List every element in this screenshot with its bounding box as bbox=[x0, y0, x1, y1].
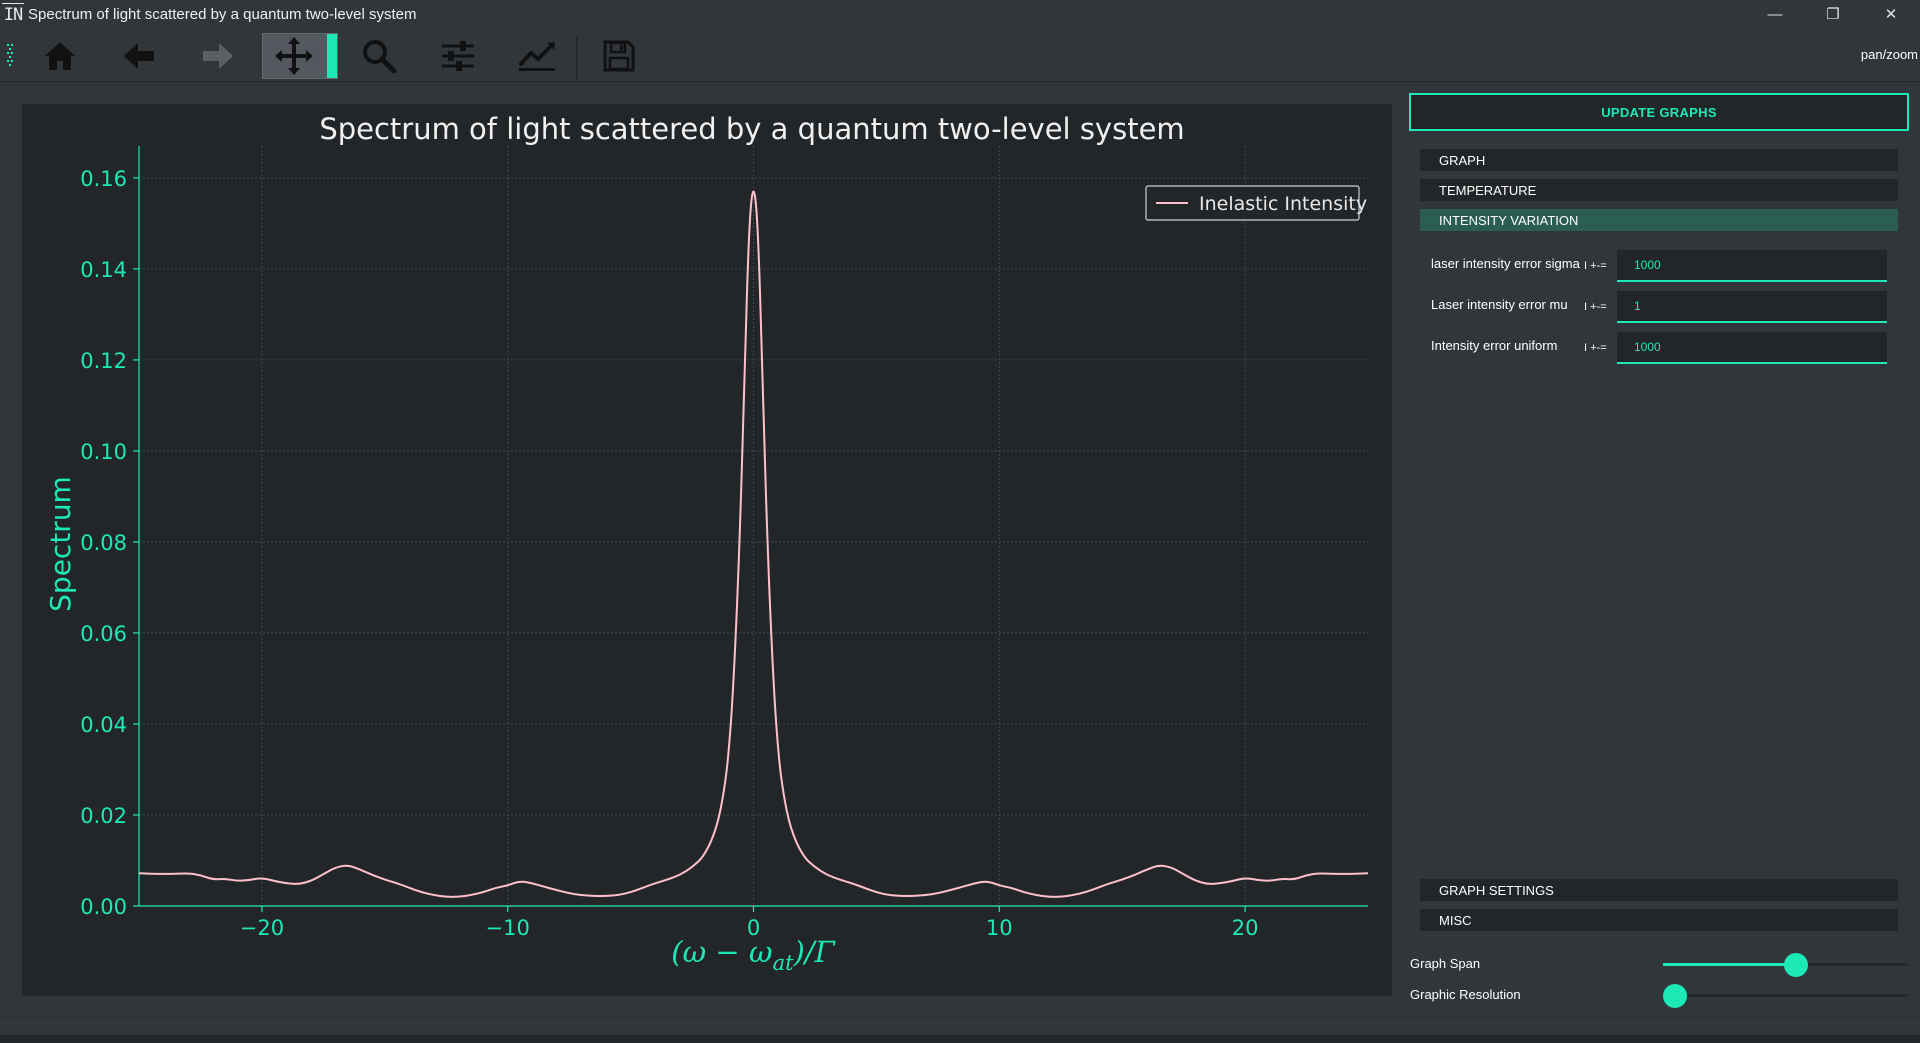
graphic-resolution-handle[interactable] bbox=[1663, 984, 1687, 1008]
toolbar-separator bbox=[576, 35, 578, 79]
x-axis-label: (ω − ωat)/Γ bbox=[671, 935, 835, 975]
x-tick-label: 0 bbox=[747, 916, 760, 940]
update-graphs-button[interactable]: UPDATE GRAPHS bbox=[1409, 93, 1909, 131]
close-button[interactable]: ✕ bbox=[1884, 6, 1898, 23]
param-symbol-mu: I +-= bbox=[1584, 301, 1607, 313]
series-line-inelastic-intensity bbox=[138, 190, 1369, 898]
param-label-sigma: laser intensity error sigma bbox=[1431, 256, 1580, 271]
x-tick-label: −10 bbox=[486, 916, 530, 940]
chart-series bbox=[138, 190, 1369, 898]
y-tick-label: 0.06 bbox=[80, 622, 127, 646]
sigma-input[interactable]: 1000 bbox=[1617, 250, 1887, 282]
y-axis-label: Spectrum bbox=[44, 476, 77, 612]
home-icon bbox=[45, 42, 75, 70]
spectrum-chart[interactable]: Spectrum of light scattered by a quantum… bbox=[22, 104, 1392, 996]
navigation-toolbar: pan/zoom bbox=[0, 28, 1920, 82]
param-label-mu: Laser intensity error mu bbox=[1431, 297, 1568, 312]
pan-button[interactable] bbox=[262, 33, 338, 79]
section-misc[interactable]: MISC bbox=[1420, 909, 1898, 931]
y-tick-label: 0.10 bbox=[80, 440, 127, 464]
toolbar-grip-icon[interactable] bbox=[7, 42, 15, 68]
search-icon bbox=[363, 40, 397, 74]
window-title: Spectrum of light scattered by a quantum… bbox=[28, 5, 417, 23]
x-axis-label-main: (ω − ω bbox=[671, 935, 772, 969]
app-logo-icon: IN bbox=[2, 3, 24, 25]
x-axis-label-subscript: at bbox=[773, 951, 795, 975]
section-temperature[interactable]: TEMPERATURE bbox=[1420, 179, 1898, 201]
move-icon bbox=[275, 37, 313, 75]
graph-span-fill bbox=[1663, 963, 1796, 966]
x-tick-label: 10 bbox=[986, 916, 1013, 940]
x-tick-label: 20 bbox=[1232, 916, 1259, 940]
line-chart-icon bbox=[518, 42, 555, 71]
settings-panel: UPDATE GRAPHS GRAPH TEMPERATURE INTENSIT… bbox=[1400, 82, 1920, 1017]
graphic-resolution-track bbox=[1663, 994, 1908, 997]
floppy-disk-icon bbox=[603, 40, 635, 72]
graph-span-label: Graph Span bbox=[1410, 956, 1481, 971]
restore-button[interactable]: ❐ bbox=[1826, 6, 1840, 23]
taskbar-strip bbox=[0, 1035, 1920, 1043]
uniform-input[interactable]: 1000 bbox=[1617, 332, 1887, 364]
section-graph-settings[interactable]: GRAPH SETTINGS bbox=[1420, 879, 1898, 901]
window-controls: — ❐ ✕ bbox=[1746, 0, 1920, 28]
y-tick-label: 0.00 bbox=[80, 895, 127, 919]
customize-button[interactable] bbox=[504, 33, 570, 79]
zoom-button[interactable] bbox=[346, 33, 412, 79]
x-axis-label-tail: )/Γ bbox=[793, 935, 836, 969]
y-tick-label: 0.12 bbox=[80, 349, 127, 373]
chart-ticks: −20 −10 0 10 20 0.00 0.02 0.04 0.06 0.08 0.10 0.12 0… bbox=[80, 167, 1258, 940]
section-intensity-variation[interactable]: INTENSITY VARIATION bbox=[1420, 209, 1898, 231]
mode-label: pan/zoom bbox=[1860, 47, 1918, 62]
section-graph[interactable]: GRAPH bbox=[1420, 149, 1898, 171]
param-symbol-sigma: I +-= bbox=[1584, 260, 1607, 272]
chart-title: Spectrum of light scattered by a quantum… bbox=[319, 112, 1184, 146]
y-tick-label: 0.02 bbox=[80, 804, 127, 828]
sliders-icon bbox=[442, 41, 474, 71]
y-tick-label: 0.04 bbox=[80, 713, 127, 737]
graph-span-track bbox=[1796, 963, 1908, 966]
y-tick-label: 0.16 bbox=[80, 167, 127, 191]
graph-span-handle[interactable] bbox=[1784, 953, 1808, 977]
x-tick-label: −20 bbox=[240, 916, 284, 940]
title-bar: IN Spectrum of light scattered by a quan… bbox=[0, 0, 1920, 28]
save-button[interactable] bbox=[586, 33, 652, 79]
chart-grid bbox=[139, 146, 1368, 906]
active-indicator bbox=[327, 34, 337, 78]
home-button[interactable] bbox=[27, 33, 93, 79]
y-tick-label: 0.14 bbox=[80, 258, 127, 282]
arrow-right-icon bbox=[203, 43, 233, 69]
legend-label: Inelastic Intensity bbox=[1199, 193, 1367, 215]
subplots-button[interactable] bbox=[425, 33, 491, 79]
arrow-left-icon bbox=[124, 43, 154, 69]
forward-button[interactable] bbox=[185, 33, 251, 79]
y-tick-label: 0.08 bbox=[80, 531, 127, 555]
graphic-resolution-label: Graphic Resolution bbox=[1410, 987, 1521, 1002]
back-button[interactable] bbox=[106, 33, 172, 79]
param-label-uniform: Intensity error uniform bbox=[1431, 338, 1558, 353]
minimize-button[interactable]: — bbox=[1767, 5, 1783, 23]
param-symbol-uniform: I +-= bbox=[1584, 342, 1607, 354]
plot-canvas[interactable]: Spectrum of light scattered by a quantum… bbox=[22, 104, 1392, 996]
mu-input[interactable]: 1 bbox=[1617, 291, 1887, 323]
chart-legend[interactable]: Inelastic Intensity bbox=[1145, 185, 1367, 221]
